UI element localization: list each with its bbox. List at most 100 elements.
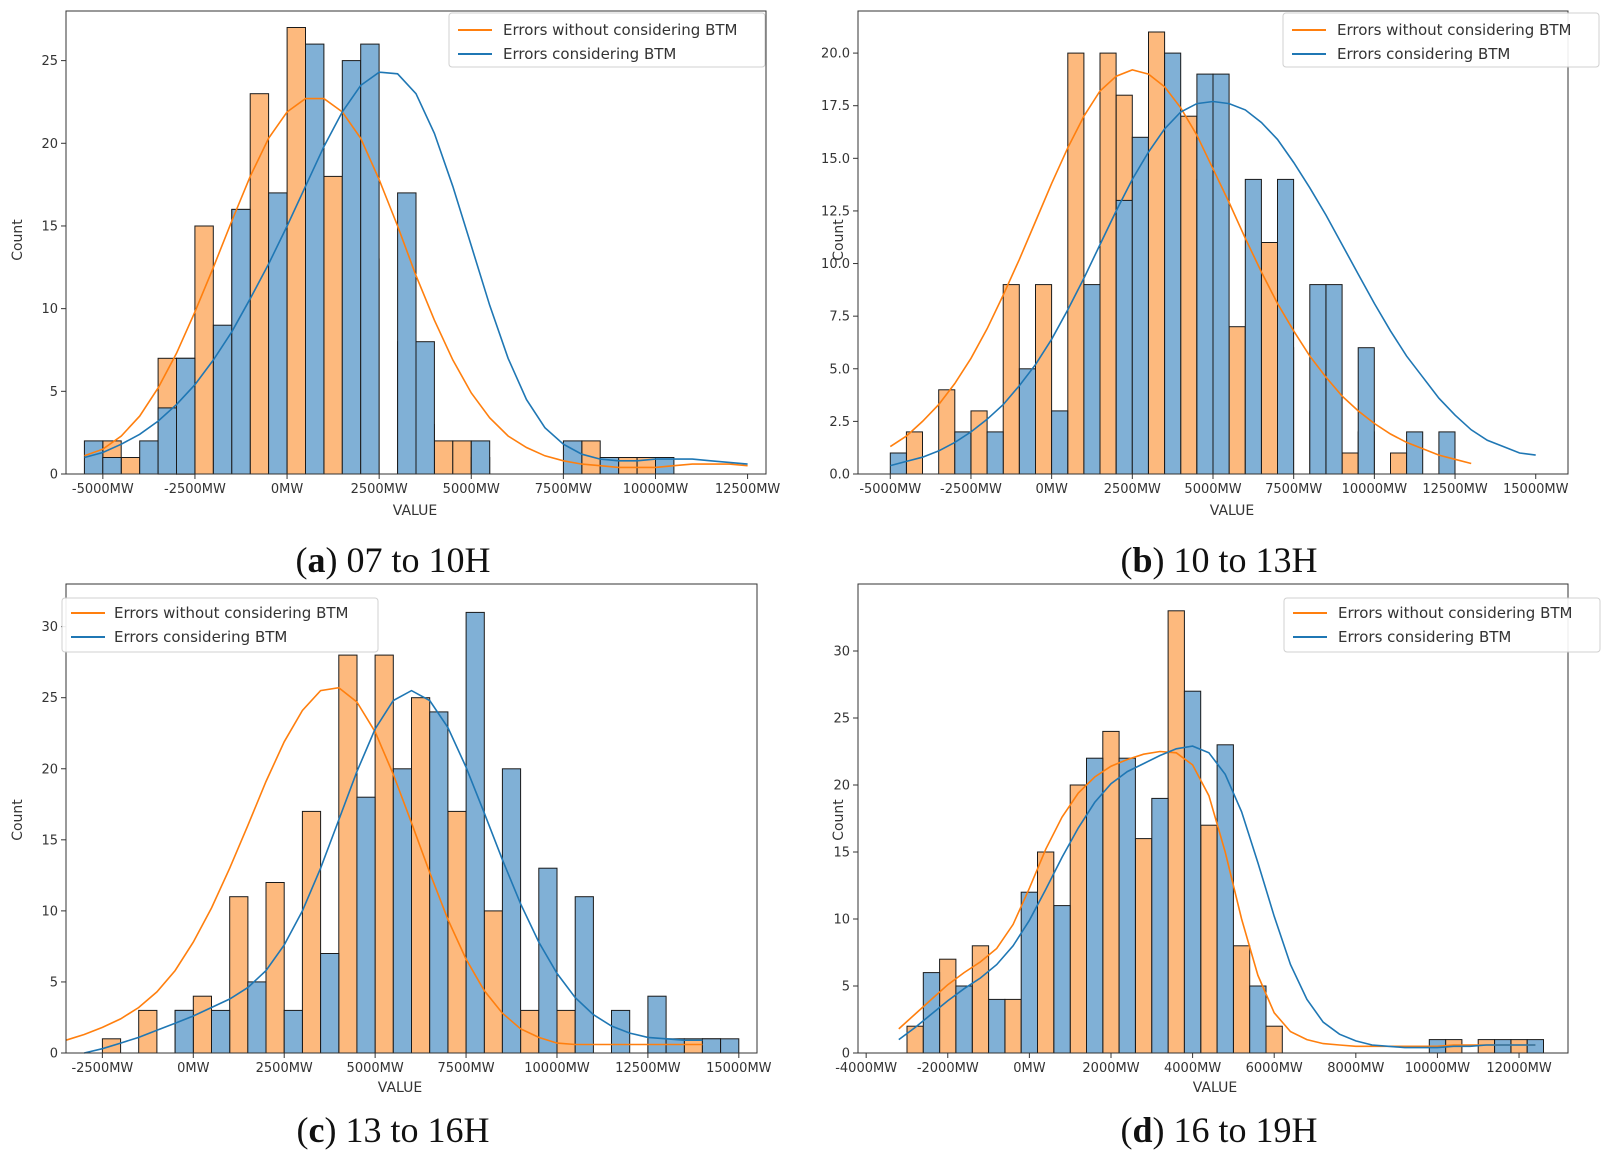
bar-with-btm: [1083, 284, 1101, 475]
y-tick-label: 17.5: [821, 99, 850, 114]
subplot-d: (d) 16 to 19H -4000MW -2000MW 0MW 2000MW 400…: [831, 583, 1601, 1150]
bar-without-btm: [229, 896, 249, 1054]
bar-with-btm: [954, 431, 972, 475]
bar-with-btm: [1118, 757, 1136, 1054]
legend: Errors without considering BTM Errors co…: [448, 12, 766, 68]
bar-without-btm: [905, 431, 924, 475]
y-tick-label: 0: [842, 1047, 850, 1062]
x-tick-label: 4000MW: [1164, 1061, 1221, 1076]
y-tick-label: 20: [833, 779, 850, 794]
y-tick-label: 25: [41, 54, 58, 69]
legend: Errors without considering BTM Errors co…: [1283, 597, 1601, 653]
bar-without-btm: [192, 995, 213, 1054]
kde-line-without-btm: [898, 750, 1536, 1048]
bar-without-btm: [1510, 1039, 1528, 1054]
bar-without-btm: [1069, 784, 1087, 1054]
x-tick-label: 10000MW: [524, 1061, 590, 1076]
bar-with-btm: [955, 985, 973, 1054]
bar-without-btm: [411, 697, 431, 1054]
x-tick-label: 7500MW: [437, 1061, 494, 1076]
bar-with-btm: [247, 981, 267, 1054]
bar-without-btm: [1148, 31, 1166, 475]
plot-d: -4000MW -2000MW 0MW 2000MW 4000MW 6000MW 8000M…: [833, 583, 1569, 1076]
bar-with-btm: [102, 457, 122, 475]
legend-label-without: Errors without considering BTM: [503, 21, 738, 39]
bar-with-btm: [176, 357, 196, 475]
caption-a: (a) 07 to 10H: [296, 540, 491, 580]
x-tick-label: 15000MW: [706, 1061, 772, 1076]
bar-with-btm: [720, 1038, 740, 1054]
bar-without-btm: [1035, 284, 1053, 475]
x-tick-label: -2000MW: [917, 1061, 979, 1076]
x-tick-label: -5000MW: [859, 482, 921, 497]
bar-with-btm: [1526, 1039, 1544, 1054]
x-tick-label: 15000MW: [1503, 482, 1569, 497]
bar-without-btm: [286, 27, 307, 475]
legend-box: [61, 597, 379, 653]
x-tick-label: -2500MW: [164, 482, 226, 497]
caption-c: (c) 13 to 16H: [297, 1110, 490, 1150]
bar-with-btm: [305, 43, 325, 475]
bar-without-btm: [1037, 851, 1055, 1054]
bar-with-btm: [283, 1009, 303, 1054]
kde-line-with-btm: [84, 689, 703, 1054]
bar-without-btm: [120, 457, 141, 475]
legend-label-with: Errors considering BTM: [114, 628, 287, 646]
bar-with-btm: [1406, 431, 1424, 475]
bar-with-btm: [360, 43, 380, 475]
y-tick-label: 30: [41, 620, 58, 635]
bar-without-btm: [452, 440, 472, 475]
bar-without-btm: [338, 654, 358, 1054]
kde-line-without-btm: [65, 686, 703, 1046]
bar-with-btm: [341, 60, 362, 475]
plot-frame: [65, 10, 767, 475]
plot-frame: [857, 583, 1569, 1054]
y-tick-label: 2.5: [829, 415, 850, 430]
y-tick-label: 10.0: [821, 257, 850, 272]
bar-with-btm: [1115, 199, 1133, 475]
bar-with-btm: [470, 440, 491, 475]
bar-without-btm: [618, 457, 638, 475]
bar-without-btm: [249, 93, 270, 475]
bar-without-btm: [1477, 1039, 1495, 1054]
x-tick-label: 8000MW: [1327, 1061, 1384, 1076]
bar-with-btm: [665, 1038, 685, 1054]
bar-without-btm: [1341, 452, 1359, 475]
plot-c: -2500MW 0MW 2500MW 5000MW 7500MW 10000MW 12500…: [41, 583, 772, 1076]
legend-label-without: Errors without considering BTM: [114, 604, 349, 622]
bar-with-btm: [429, 711, 449, 1054]
bar-with-btm: [1216, 744, 1234, 1054]
x-tick-label: 12500MW: [1422, 482, 1488, 497]
y-tick-label: 5: [50, 975, 58, 990]
y-tick-label: 10: [41, 302, 58, 317]
bar-with-btm: [320, 953, 340, 1054]
bar-with-btm: [1053, 905, 1071, 1054]
y-tick-label: 7.5: [829, 310, 850, 325]
y-tick-label: 15: [41, 833, 58, 848]
bar-with-btm: [988, 998, 1006, 1054]
bar-with-btm: [1494, 1039, 1512, 1054]
plot-frame: [65, 583, 758, 1054]
legend-label-without: Errors without considering BTM: [1338, 604, 1573, 622]
bar-without-btm: [1002, 284, 1020, 475]
x-tick-label: 0MW: [177, 1061, 209, 1076]
plot-b: -5000MW -2500MW 0MW 2500MW 5000MW 7500MW 10000…: [821, 10, 1569, 497]
bar-with-btm: [356, 796, 376, 1054]
legend: Errors without considering BTM Errors co…: [61, 597, 379, 653]
bar-without-btm: [1135, 838, 1153, 1054]
x-tick-label: 5000MW: [443, 482, 500, 497]
y-tick-label: 15.0: [821, 152, 850, 167]
bar-with-btm: [1164, 52, 1182, 475]
bar-without-btm: [1200, 824, 1218, 1054]
y-tick-label: 5: [842, 980, 850, 995]
legend-label-with: Errors considering BTM: [503, 45, 676, 63]
y-tick-label: 0: [50, 1047, 58, 1062]
x-tick-label: 2000MW: [1082, 1061, 1139, 1076]
legend-label-with: Errors considering BTM: [1338, 628, 1511, 646]
bar-with-btm: [1151, 797, 1169, 1054]
x-tick-label: 10000MW: [1342, 482, 1408, 497]
x-axis-label: VALUE: [1210, 503, 1254, 519]
y-tick-label: 20.0: [821, 47, 850, 62]
bar-without-btm: [556, 1009, 576, 1054]
